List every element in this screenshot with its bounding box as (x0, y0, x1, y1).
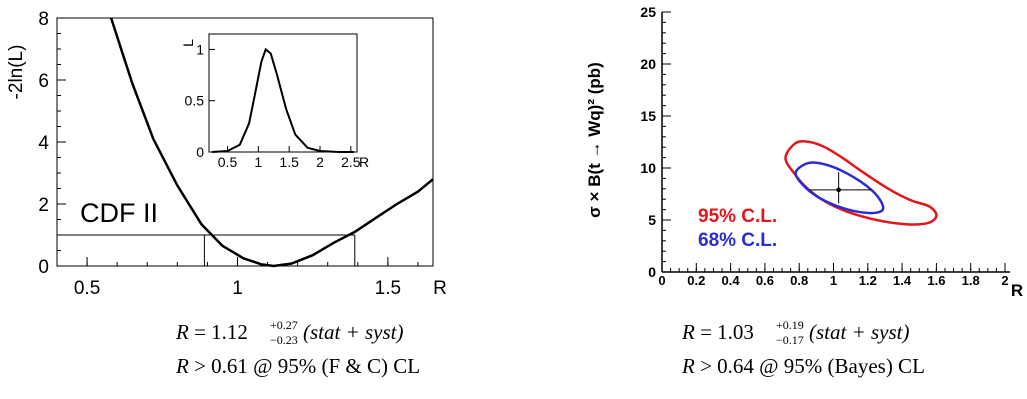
inset-x-axis-label: R (359, 154, 369, 170)
left-y-tick-label: 6 (38, 71, 49, 92)
right-result-line1-sup: +0.19 (776, 318, 804, 332)
right-result-line1-sub: −0.17 (776, 333, 804, 347)
left-result-line1-sub: −0.23 (270, 333, 298, 347)
right-plot: 0 5 10 15 20 25 0 0.2 0.4 0.6 0.8 1 1.2 1.4 1.6 1.8 2 σ… (585, 4, 1023, 300)
left-likelihood-curve (109, 17, 434, 268)
right-x-axis-label: R (1011, 281, 1023, 300)
right-x-tick-label: 1 (830, 273, 837, 288)
left-result-line2-lhs: R (175, 354, 189, 378)
left-cdf-label: CDF II (80, 198, 158, 228)
left-y-tick-label: 0 (38, 257, 49, 278)
inset-x-tick-label: 0.5 (218, 154, 238, 170)
left-x-axis-label: R (433, 278, 447, 299)
left-x-ticks: 0.5 1 1.5 (74, 257, 419, 299)
svg-text:R = 1.12: R = 1.12 (175, 320, 248, 344)
right-x-tick-label: 1.8 (962, 273, 980, 288)
left-result-line1: R = 1.12 +0.27 −0.23 (stat + syst) (175, 318, 404, 347)
inset-plot: 00.51 0.5 1 1.5 2 2.5 L R (180, 33, 369, 170)
right-result-line1-paren: (stat + syst) (809, 320, 910, 344)
right-y-ticks: 0 5 10 15 20 25 (640, 4, 671, 280)
right-result-line2-lhs: R (681, 354, 695, 378)
right-y-tick-label: 10 (640, 160, 656, 176)
legend-68cl: 68% C.L. (698, 230, 777, 251)
right-x-tick-label: 0.4 (722, 273, 741, 288)
inset-x-tick-label: 1.5 (279, 154, 299, 170)
right-result-line1-value: = 1.03 (695, 320, 754, 344)
inset-y-ticks: 00.51 (185, 41, 215, 160)
contour-68cl (794, 161, 885, 215)
left-x-tick-label: 1 (232, 278, 243, 299)
right-x-tick-label: 1.4 (893, 273, 912, 288)
right-x-tick-label: 2 (1001, 273, 1008, 288)
left-result-line1-lhs: R (175, 320, 189, 344)
inset-x-tick-label: 2 (316, 154, 324, 170)
left-y-tick-label: 2 (38, 195, 49, 216)
left-result-line2: R > 0.61 @ 95% (F & C) CL (175, 354, 420, 378)
inset-x-tick-label: 2.5 (341, 154, 361, 170)
left-y-tick-label: 8 (38, 9, 49, 30)
inset-x-ticks: 0.5 1 1.5 2 2.5 (218, 146, 361, 170)
right-y-axis-label: σ × B(t → Wq)² (pb) (585, 62, 604, 218)
right-x-tick-label: 0.8 (790, 273, 808, 288)
right-y-tick-label: 5 (648, 212, 656, 228)
right-y-tick-label: 25 (640, 4, 656, 20)
right-x-tick-label: 1.2 (859, 273, 877, 288)
svg-text:R = 1.03: R = 1.03 (681, 320, 754, 344)
left-y-axis-label: -2ln(L) (6, 45, 27, 100)
inset-y-tick-label: 0 (196, 144, 204, 160)
right-y-tick-label: 15 (640, 108, 656, 124)
right-x-ticks: 0 0.2 0.4 0.6 0.8 1 1.2 1.4 1.6 1.8 2 (658, 263, 1009, 288)
inset-y-axis-label: L (180, 39, 196, 47)
inset-y-tick-label: 1 (196, 41, 204, 57)
right-y-tick-label: 20 (640, 56, 656, 72)
left-y-ticks: 0 2 4 6 8 (38, 9, 66, 278)
inset-likelihood-curve (212, 47, 354, 153)
right-x-tick-label: 1.6 (927, 273, 945, 288)
legend-95cl: 95% C.L. (698, 206, 777, 227)
left-result-line1-sup: +0.27 (270, 318, 298, 332)
right-x-tick-label: 0.6 (756, 273, 774, 288)
best-fit-point (836, 187, 841, 193)
right-result-line2: R > 0.64 @ 95% (Bayes) CL (681, 354, 925, 378)
left-y-tick-label: 4 (38, 133, 49, 154)
left-x-tick-label: 1.5 (375, 278, 401, 299)
right-result-line2-rest: > 0.64 @ 95% (Bayes) CL (695, 354, 925, 378)
right-result-line1-lhs: R (681, 320, 695, 344)
inset-y-tick-label: 0.5 (185, 93, 205, 109)
left-x-tick-label: 0.5 (74, 278, 100, 299)
left-result-line1-value: = 1.12 (189, 320, 248, 344)
right-x-tick-label: 0.2 (687, 273, 705, 288)
right-y-tick-label: 0 (648, 264, 656, 280)
right-x-tick-label: 0 (658, 273, 665, 288)
inset-frame (208, 33, 358, 153)
left-result-line1-paren: (stat + syst) (303, 320, 404, 344)
right-result-line1: R = 1.03 +0.19 −0.17 (stat + syst) (681, 318, 910, 347)
left-result-line2-rest: > 0.61 @ 95% (F & C) CL (189, 354, 420, 378)
inset-x-tick-label: 1 (254, 154, 262, 170)
